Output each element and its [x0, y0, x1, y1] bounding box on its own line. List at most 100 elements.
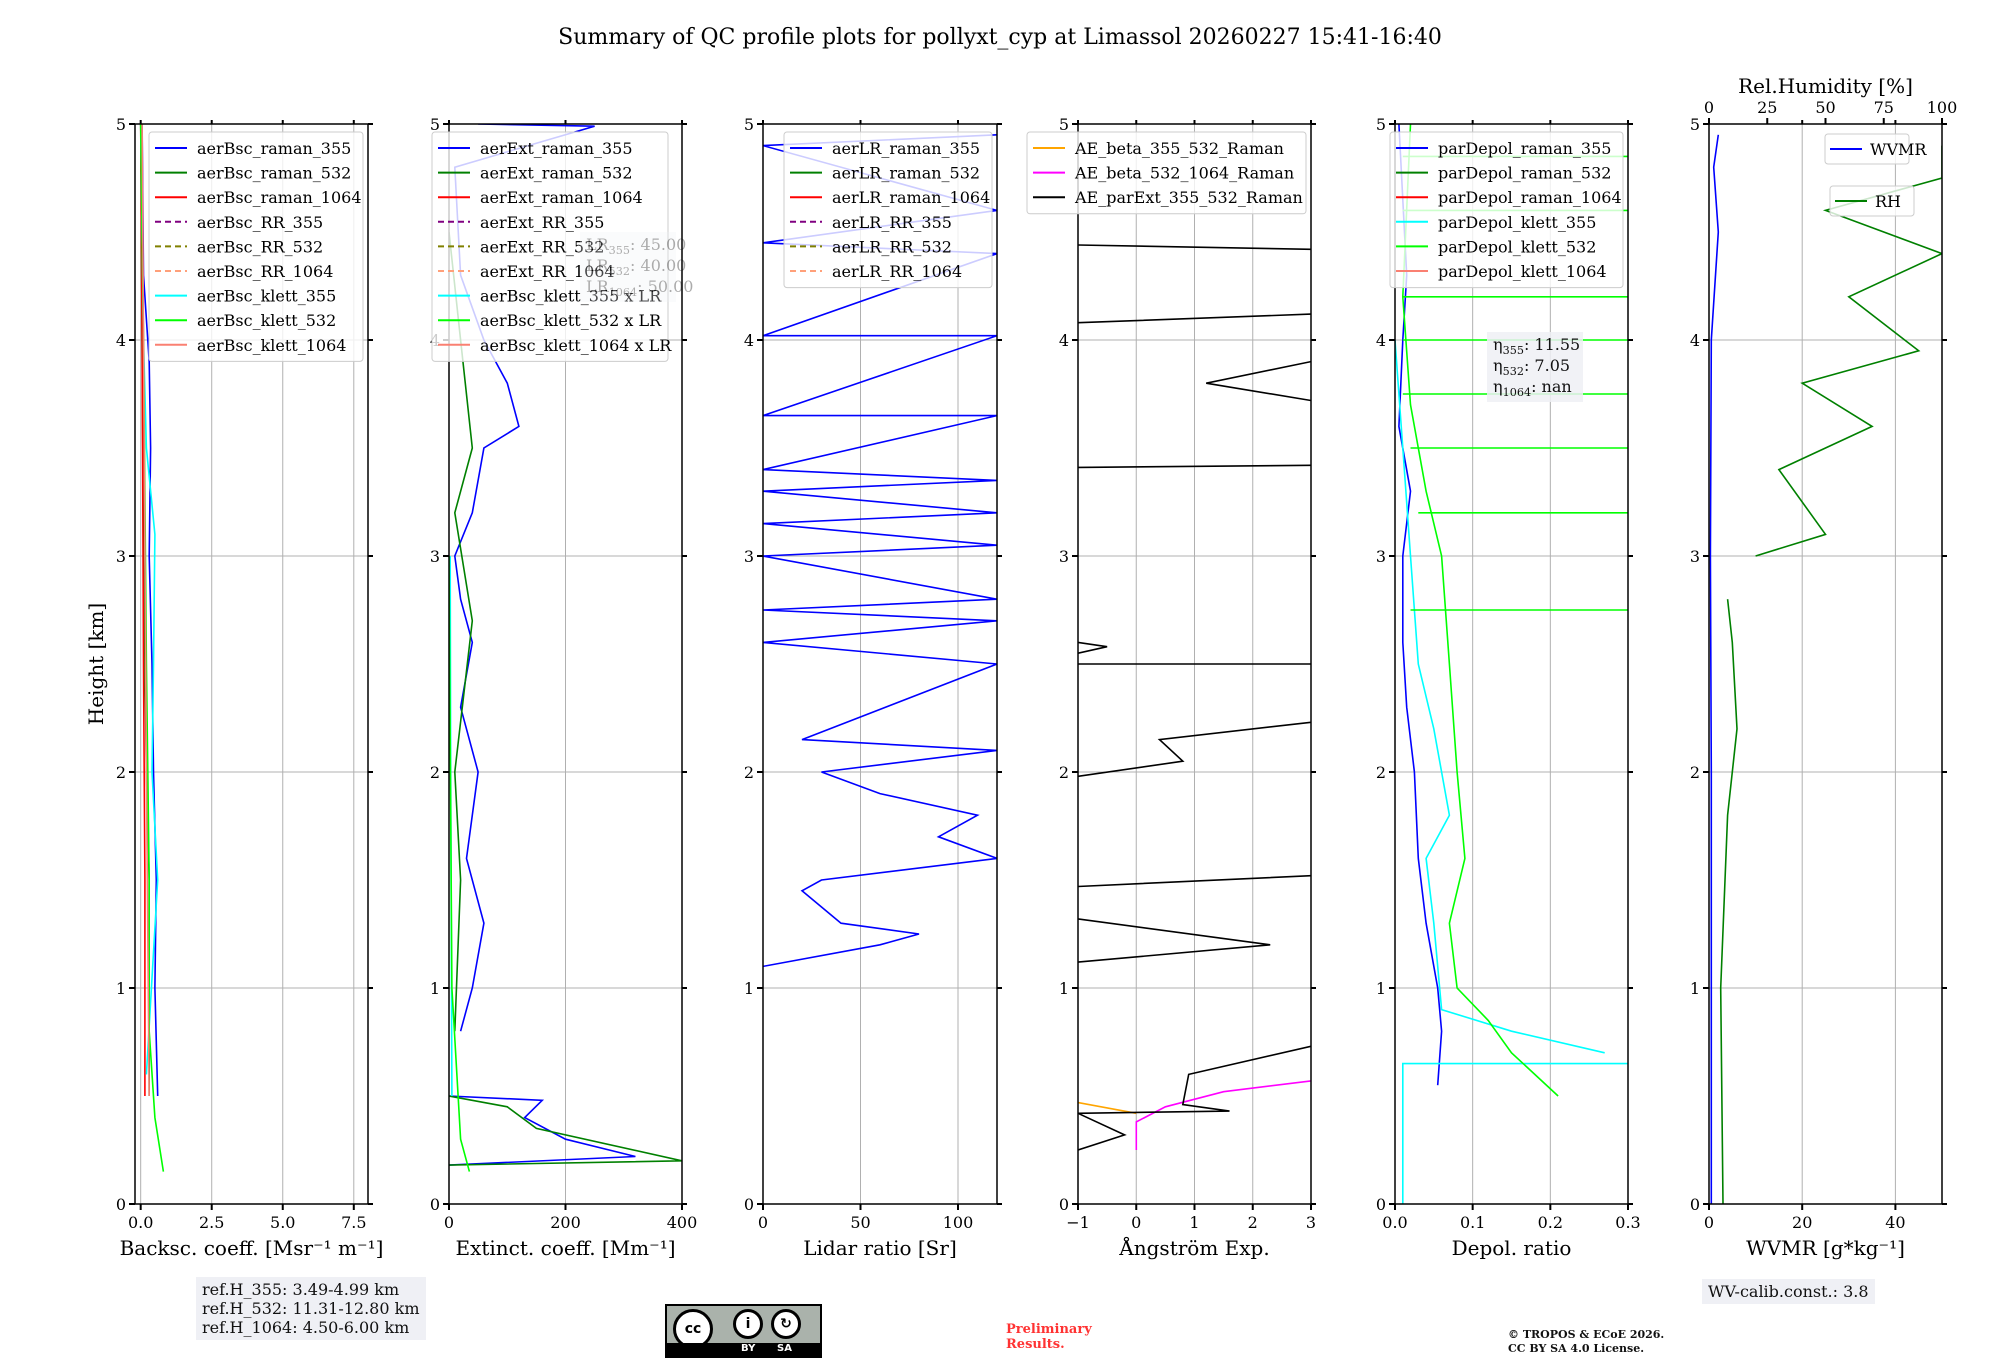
axes-frame	[1394, 123, 1629, 1205]
legend-label: aerBsc_RR_1064	[197, 262, 333, 281]
legend-label: aerExt_raman_532	[480, 164, 633, 183]
figure-title: Summary of QC profile plots for pollyxt_…	[558, 25, 1442, 50]
x-axis-label: Ångström Exp.	[1118, 1235, 1269, 1260]
panel-2: 0200400012345Extinct. coeff. [Mm⁻¹]aerEx…	[430, 115, 697, 1260]
panel-6: 0 20 40 0 1 2 3 4 5 WVMR [g*kg⁻¹] 0 25 50 75 100 Rel.Hu…	[1690, 74, 1957, 1260]
legend: aerExt_raman_355 aerExt_raman_532 aerExt_r…	[431, 131, 672, 362]
legend-label: aerLR_raman_355	[832, 139, 980, 158]
ref-height-355: ref.H_355: 3.49-4.99 km	[202, 1280, 400, 1299]
x-tick-label: 7.5	[341, 1213, 366, 1232]
series-group	[1078, 244, 1311, 1151]
legend-box	[1389, 131, 1624, 289]
y-tick-label: 0	[1059, 1195, 1069, 1214]
legend-box	[431, 131, 669, 362]
top-x-tick-label: 75	[1874, 98, 1894, 117]
series-line-AE_parExt_355_532_Raman	[1078, 244, 1311, 1151]
attribution-icon: i	[733, 1309, 763, 1339]
legend-label: aerBsc_klett_355 x LR	[480, 287, 662, 306]
ref-height-1064: ref.H_1064: 4.50-6.00 km	[202, 1318, 410, 1337]
legend-label: aerLR_RR_355	[832, 213, 952, 232]
y-tick-label: 0	[430, 1195, 440, 1214]
top-axis-label: Rel.Humidity [%]	[1738, 74, 1913, 98]
y-tick-label: 4	[1059, 331, 1069, 350]
series-line-parDepol_klett_355	[1395, 339, 1628, 1204]
panel-5: 0.0 0.1 0.2 0.3 0 1 2 3 4 5 Depol. ratio parDepol_r…	[1376, 115, 1641, 1260]
series-group	[139, 124, 165, 1172]
y-tick-label: 3	[430, 547, 440, 566]
series-group	[763, 134, 997, 968]
axes-frame	[134, 123, 369, 1205]
annotation-line: η532: 7.05	[1493, 356, 1570, 378]
preliminary-line-2: Results.	[1006, 1337, 1065, 1352]
series-line-aerBsc_klett_532 x LR	[449, 555, 471, 1172]
y-tick-label: 2	[1690, 763, 1700, 782]
legend-label: aerExt_raman_1064	[480, 188, 643, 207]
legend-label: aerLR_raman_532	[832, 164, 980, 183]
legend-label: aerExt_RR_1064	[480, 262, 615, 281]
y-tick-label: 0	[1376, 1195, 1386, 1214]
annotation-bg	[1487, 332, 1583, 402]
x-tick-label: 2	[1248, 1213, 1258, 1232]
y-tick-label: 2	[1059, 763, 1069, 782]
y-tick-label: 5	[1059, 115, 1069, 134]
legend-label: parDepol_klett_1064	[1438, 262, 1607, 281]
sa-label: SA	[777, 1343, 792, 1354]
axes-frame	[762, 123, 998, 1205]
legend-label: aerBsc_RR_532	[197, 237, 323, 256]
legend-label: aerBsc_klett_1064 x LR	[480, 336, 672, 355]
reference-heights-box: ref.H_355: 3.49-4.99 km ref.H_532: 11.31…	[196, 1277, 426, 1340]
x-tick-label: 20	[1792, 1213, 1812, 1232]
legend-box	[148, 131, 364, 362]
legend-label: AE_beta_355_532_Raman	[1074, 139, 1284, 158]
legend-label: parDepol_klett_355	[1438, 213, 1596, 232]
x-tick-label: 5.0	[270, 1213, 295, 1232]
x-tick-label: −1	[1066, 1213, 1090, 1232]
y-tick-label: 5	[430, 115, 440, 134]
legend-label: aerBsc_raman_532	[197, 164, 351, 183]
legend-label: parDepol_raman_1064	[1438, 188, 1622, 207]
x-tick-label: 0.3	[1615, 1213, 1640, 1232]
y-tick-label: 1	[116, 979, 126, 998]
x-axis-label: Depol. ratio	[1452, 1236, 1572, 1260]
y-tick-label: 3	[744, 547, 754, 566]
x-tick-label: 0.0	[1382, 1213, 1407, 1232]
legend-label: aerBsc_raman_1064	[197, 188, 362, 207]
series-line-AE_beta_532_1064_Raman	[1135, 1080, 1311, 1150]
copyright-note: © TROPOS & ECoE 2026. CC BY SA 4.0 Licen…	[1508, 1328, 1664, 1356]
series-line-parDepol_raman_355	[1398, 124, 1443, 1086]
y-tick-label: 2	[1376, 763, 1386, 782]
y-tick-label: 5	[1376, 115, 1386, 134]
annotation-line: η1064: nan	[1493, 377, 1572, 399]
x-axis-label: WVMR [g*kg⁻¹]	[1746, 1236, 1905, 1260]
legend: parDepol_raman_355 parDepol_raman_532 parD…	[1389, 131, 1624, 289]
legend-box	[783, 131, 993, 289]
x-axis-label: Backsc. coeff. [Msr⁻¹ m⁻¹]	[120, 1236, 384, 1260]
x-tick-label: 1	[1189, 1213, 1199, 1232]
y-tick-label: 2	[116, 763, 126, 782]
cc-license-badge: cc i ↻ BY SA	[665, 1304, 822, 1358]
x-tick-label: 0.1	[1460, 1213, 1485, 1232]
legend-label: AE_parExt_355_532_Raman	[1074, 188, 1303, 207]
series-line-aerLR_raman_355	[763, 134, 997, 968]
y-axis-label: Height [km]	[84, 603, 108, 725]
y-tick-label: 4	[1690, 331, 1700, 350]
x-tick-label: 0	[1704, 1213, 1714, 1232]
by-label: BY	[741, 1343, 756, 1354]
series-group	[1395, 124, 1628, 1204]
x-tick-label: 3	[1306, 1213, 1316, 1232]
legend-label: aerBsc_klett_532	[197, 311, 336, 330]
ref-height-532: ref.H_532: 11.31-12.80 km	[202, 1299, 420, 1318]
series-group	[1709, 134, 1942, 1204]
annotation-line: LR1064: 50.00	[586, 277, 693, 299]
copyright-line-2: CC BY SA 4.0 License.	[1508, 1342, 1645, 1355]
y-tick-label: 2	[744, 763, 754, 782]
x-tick-label: 2.5	[199, 1213, 224, 1232]
x-tick-label: 400	[667, 1213, 698, 1232]
legend-label: aerBsc_klett_1064	[197, 336, 346, 355]
share-alike-icon: ↻	[771, 1309, 801, 1339]
legend-WVMR: WVMR	[1824, 133, 1927, 165]
legend-label: parDepol_klett_532	[1438, 237, 1596, 256]
wv-calibration-box: WV-calib.const.: 3.8	[1702, 1279, 1875, 1304]
